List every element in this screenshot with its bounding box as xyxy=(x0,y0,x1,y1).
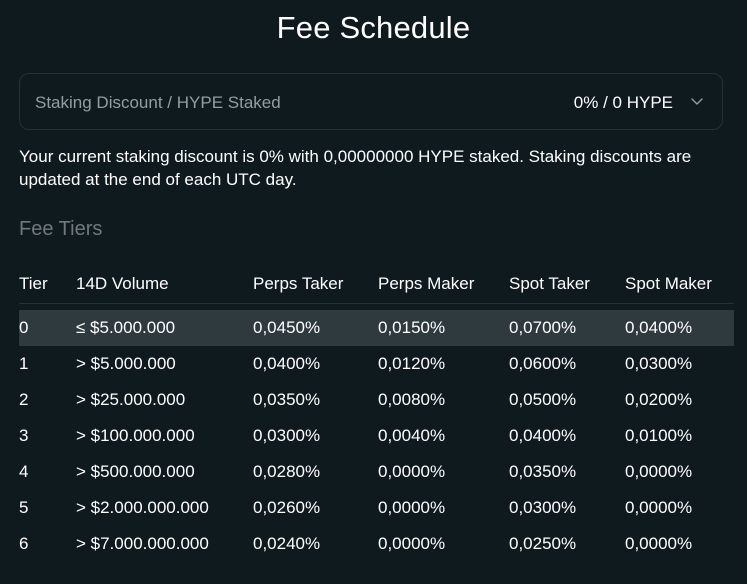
cell-tier: 0 xyxy=(19,318,29,337)
cell-spot-maker: 0,0300% xyxy=(625,354,693,373)
column-header-perps-taker: Perps Taker xyxy=(253,274,344,293)
cell-spot-taker: 0,0250% xyxy=(509,534,577,553)
cell-perps-maker: 0,0120% xyxy=(378,354,446,373)
cell-perps-taker: 0,0280% xyxy=(253,462,321,481)
cell-tier: 2 xyxy=(19,390,29,409)
column-header-spot-taker: Spot Taker xyxy=(509,274,590,293)
staking-discount-dropdown[interactable]: Staking Discount / HYPE Staked 0% / 0 HY… xyxy=(19,73,723,130)
cell-perps-maker: 0,0080% xyxy=(378,390,446,409)
cell-spot-taker: 0,0300% xyxy=(509,498,577,517)
cell-volume: > $25.000.000 xyxy=(76,390,186,409)
column-header-tier: Tier xyxy=(19,274,48,293)
cell-perps-maker: 0,0150% xyxy=(378,318,446,337)
cell-perps-maker: 0,0000% xyxy=(378,498,446,517)
modal-title: Fee Schedule xyxy=(276,10,471,45)
table-row: 0 ≤ $5.000.000 0,0450% 0,0150% 0,0700% 0,0400… xyxy=(19,310,734,346)
table-header-row: Tier 14D Volume Perps Taker Perps Maker … xyxy=(19,266,734,304)
cell-spot-maker: 0,0200% xyxy=(625,390,693,409)
cell-spot-taker: 0,0700% xyxy=(509,318,577,337)
cell-volume: > $2.000.000.000 xyxy=(76,498,209,517)
column-header-perps-maker: Perps Maker xyxy=(378,274,475,293)
table-row: 2 > $25.000.000 0,0350% 0,0080% 0,0500% 0,020… xyxy=(19,382,734,418)
cell-volume: > $500.000.000 xyxy=(76,462,195,481)
table-row: 6 > $7.000.000.000 0,0240% 0,0000% 0,0250% 0,… xyxy=(19,526,734,562)
cell-perps-taker: 0,0400% xyxy=(253,354,321,373)
column-header-spot-maker: Spot Maker xyxy=(625,274,712,293)
table-row: 5 > $2.000.000.000 0,0260% 0,0000% 0,0300% 0,… xyxy=(19,490,734,526)
cell-spot-maker: 0,0000% xyxy=(625,498,693,517)
cell-spot-maker: 0,0000% xyxy=(625,462,693,481)
cell-tier: 1 xyxy=(19,354,29,373)
cell-perps-maker: 0,0040% xyxy=(378,426,446,445)
staking-discount-label: Staking Discount / HYPE Staked xyxy=(35,93,281,112)
cell-spot-taker: 0,0600% xyxy=(509,354,577,373)
cell-spot-taker: 0,0400% xyxy=(509,426,577,445)
fee-tiers-title: Fee Tiers xyxy=(19,218,103,240)
cell-tier: 6 xyxy=(19,534,29,553)
cell-spot-maker: 0,0400% xyxy=(625,318,693,337)
cell-spot-taker: 0,0500% xyxy=(509,390,577,409)
cell-perps-maker: 0,0000% xyxy=(378,534,446,553)
staking-discount-value: 0% / 0 HYPE xyxy=(573,93,673,112)
table-row: 1 > $5.000.000 0,0400% 0,0120% 0,0600% 0,0300… xyxy=(19,346,734,382)
table-row: 4 > $500.000.000 0,0280% 0,0000% 0,0350% 0,00… xyxy=(19,454,734,490)
cell-volume: > $5.000.000 xyxy=(76,354,176,373)
cell-tier: 3 xyxy=(19,426,29,445)
cell-perps-taker: 0,0450% xyxy=(253,318,321,337)
cell-tier: 4 xyxy=(19,462,29,481)
column-header-volume: 14D Volume xyxy=(76,274,169,293)
cell-volume: > $100.000.000 xyxy=(76,426,195,445)
cell-perps-taker: 0,0300% xyxy=(253,426,321,445)
cell-spot-maker: 0,0100% xyxy=(625,426,693,445)
table-row: 3 > $100.000.000 0,0300% 0,0040% 0,0400% 0,01… xyxy=(19,418,734,454)
cell-volume: > $7.000.000.000 xyxy=(76,534,209,553)
staking-description: Your current staking discount is 0% with… xyxy=(19,147,692,189)
cell-perps-maker: 0,0000% xyxy=(378,462,446,481)
cell-spot-maker: 0,0000% xyxy=(625,534,693,553)
cell-spot-taker: 0,0350% xyxy=(509,462,577,481)
cell-volume: ≤ $5.000.000 xyxy=(76,318,176,337)
cell-tier: 5 xyxy=(19,498,29,517)
chevron-down-icon xyxy=(691,98,703,105)
cell-perps-taker: 0,0240% xyxy=(253,534,321,553)
cell-perps-taker: 0,0350% xyxy=(253,390,321,409)
cell-perps-taker: 0,0260% xyxy=(253,498,321,517)
